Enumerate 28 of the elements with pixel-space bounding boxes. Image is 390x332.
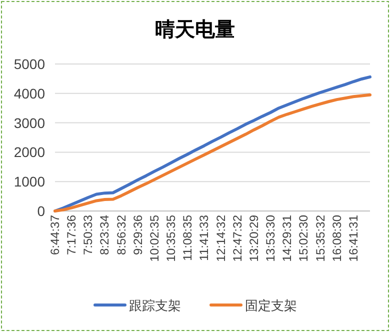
x-tick-label: 14:29:31 xyxy=(280,214,294,262)
x-tick-label: 15:02:30 xyxy=(296,214,311,262)
legend-label: 跟踪支架 xyxy=(129,298,181,313)
x-tick-label: 10:02:35 xyxy=(147,214,162,262)
legend-label: 固定支架 xyxy=(245,298,297,313)
x-tick-label: 7:17:36 xyxy=(64,214,79,256)
x-tick-label: 8:23:34 xyxy=(98,214,112,256)
y-tick-label: 2000 xyxy=(14,144,46,160)
x-tick-label: 8:56:32 xyxy=(114,214,128,256)
y-tick-label: 3000 xyxy=(14,114,46,131)
x-tick-label: 9:29:36 xyxy=(130,214,145,256)
x-tick-label: 13:20:29 xyxy=(246,214,261,262)
x-tick-label: 10:35:35 xyxy=(164,214,178,262)
x-tick-label: 16:08:30 xyxy=(330,214,344,262)
x-tick-label: 13:53:30 xyxy=(264,214,278,262)
x-tick-label: 6:44:37 xyxy=(48,214,62,256)
title: 晴天电量 xyxy=(155,19,235,41)
x-tick-label: 7:50:33 xyxy=(81,214,96,256)
y-tick-label: 4000 xyxy=(14,85,46,102)
y-tick-label: 5000 xyxy=(14,56,46,72)
x-tick-label: 12:47:32 xyxy=(230,214,244,262)
y-tick-label: 0 xyxy=(37,203,46,219)
x-tick-label: 15:35:32 xyxy=(313,214,328,262)
x-tick-label: 16:41:31 xyxy=(346,214,360,262)
y-tick-label: 1000 xyxy=(14,174,46,190)
x-tick-label: 11:41:33 xyxy=(197,214,212,261)
x-tick-label: 11:08:35 xyxy=(180,214,195,261)
x-tick-label: 12:14:32 xyxy=(214,214,228,262)
